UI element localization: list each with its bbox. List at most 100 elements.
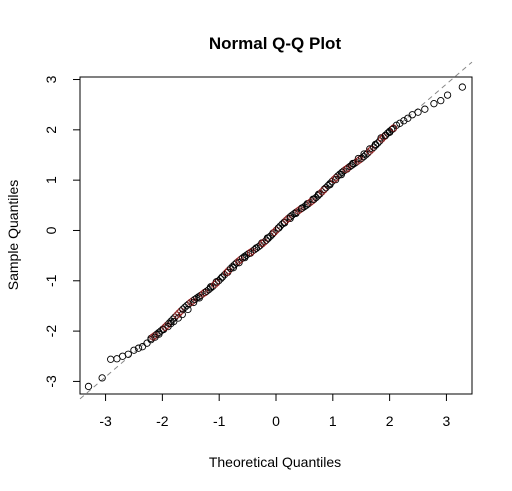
data-point — [268, 230, 276, 238]
data-point — [404, 114, 412, 122]
x-tick-label: 1 — [329, 413, 337, 429]
data-point — [213, 279, 221, 287]
x-tick-label: 0 — [272, 413, 280, 429]
data-point — [370, 143, 378, 151]
chart-title: Normal Q-Q Plot — [209, 34, 342, 53]
data-point — [330, 175, 338, 184]
data-point — [220, 271, 229, 279]
data-point — [437, 96, 445, 105]
points-group — [84, 83, 466, 391]
data-point — [458, 83, 466, 91]
data-point — [382, 131, 390, 139]
data-point — [296, 205, 304, 214]
x-tick-label: 2 — [386, 413, 394, 429]
data-point — [84, 382, 93, 391]
data-point — [178, 310, 186, 319]
data-point — [312, 193, 320, 202]
data-point — [430, 100, 438, 108]
plot-frame — [79, 76, 473, 395]
data-point — [224, 266, 233, 275]
data-point — [360, 150, 368, 158]
data-point — [177, 307, 185, 315]
data-point — [348, 161, 356, 169]
data-point — [124, 350, 132, 358]
data-point — [378, 135, 386, 143]
data-point — [316, 190, 324, 198]
data-point — [380, 133, 388, 141]
y-tick-label: 3 — [43, 75, 59, 83]
data-point — [374, 139, 382, 147]
data-point — [193, 294, 201, 302]
data-point — [161, 323, 169, 331]
data-point — [262, 236, 270, 244]
data-point — [179, 305, 187, 313]
data-point — [107, 355, 115, 363]
data-point — [173, 311, 181, 319]
x-tick-label: -3 — [99, 413, 112, 429]
data-point — [264, 234, 272, 242]
data-point — [191, 295, 199, 304]
plot-area — [79, 61, 473, 400]
y-axis: -3 -2 -1 0 1 2 3 — [43, 75, 81, 388]
data-point — [322, 184, 330, 192]
data-point — [328, 177, 336, 186]
data-point — [258, 240, 266, 248]
x-tick-label: -2 — [156, 413, 169, 429]
data-point — [260, 238, 268, 246]
data-point — [167, 317, 175, 325]
data-point — [376, 137, 384, 145]
data-point — [175, 309, 183, 317]
data-point — [298, 204, 306, 212]
data-point — [278, 220, 286, 228]
data-point — [326, 179, 334, 188]
data-point — [270, 228, 278, 236]
data-point — [218, 273, 227, 281]
data-point — [226, 264, 235, 273]
data-point — [272, 226, 280, 234]
data-point — [165, 319, 173, 327]
data-point — [389, 124, 398, 132]
data-point — [362, 151, 370, 159]
data-point — [276, 222, 284, 230]
x-tick-label: -1 — [213, 413, 226, 429]
data-point — [368, 145, 376, 153]
data-point — [222, 269, 231, 277]
data-point — [246, 248, 255, 257]
data-point — [217, 275, 225, 283]
data-point — [130, 346, 138, 354]
data-point — [266, 232, 274, 240]
data-point — [274, 224, 282, 232]
data-point — [169, 315, 177, 323]
data-point — [280, 218, 288, 226]
data-point — [332, 174, 340, 182]
data-point — [414, 108, 422, 116]
data-point — [366, 147, 374, 155]
data-point — [163, 321, 171, 329]
data-point — [346, 162, 354, 171]
y-tick-label: 2 — [43, 126, 59, 134]
data-point — [324, 182, 332, 190]
data-point — [244, 250, 253, 258]
y-tick-label: -1 — [43, 274, 59, 287]
data-point — [354, 154, 363, 163]
data-point — [230, 261, 239, 269]
x-axis-label: Theoretical Quantiles — [209, 454, 341, 470]
data-point — [388, 126, 396, 134]
x-axis: -3 -2 -1 0 1 2 3 — [99, 393, 451, 429]
data-point — [314, 192, 322, 200]
data-point — [372, 141, 380, 149]
data-point — [320, 186, 328, 194]
data-point — [400, 117, 408, 125]
data-point — [242, 251, 251, 259]
y-tick-label: 0 — [43, 226, 59, 234]
data-point — [134, 344, 143, 352]
data-point — [396, 119, 404, 127]
data-point — [159, 325, 167, 333]
y-tick-label: -3 — [43, 375, 59, 388]
data-point — [171, 313, 179, 321]
data-point — [138, 343, 147, 351]
data-point — [211, 281, 219, 289]
data-point — [157, 327, 165, 335]
data-point — [318, 188, 326, 196]
